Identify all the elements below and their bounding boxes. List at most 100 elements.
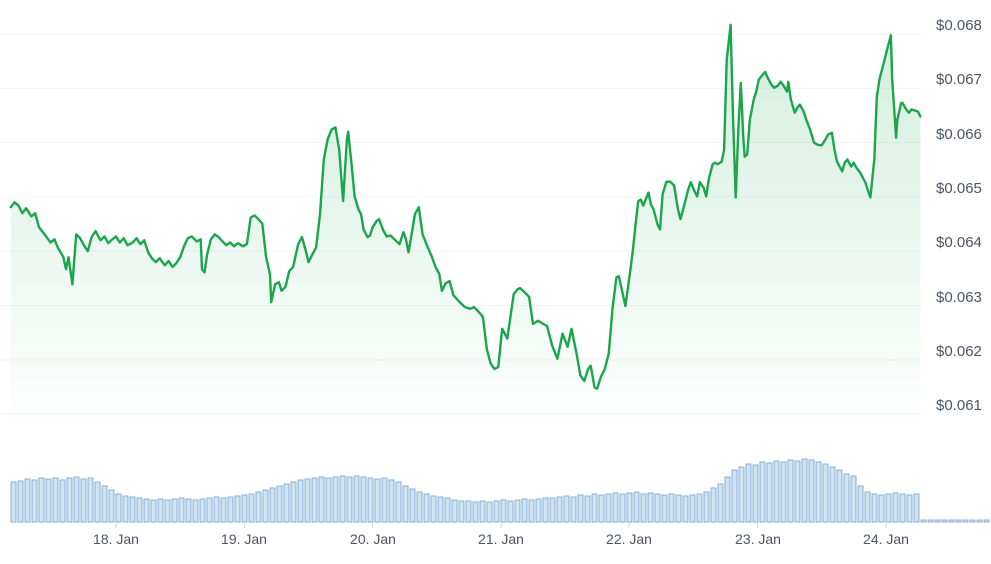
volume-bar	[353, 475, 360, 523]
volume-bar	[276, 485, 283, 523]
volume-bar	[339, 475, 346, 523]
volume-bar	[906, 494, 913, 523]
volume-bar	[213, 496, 220, 523]
volume-bar	[430, 495, 437, 523]
volume-bar	[486, 501, 493, 523]
volume-bar	[290, 481, 297, 523]
volume-bar	[934, 519, 941, 523]
volume-bar	[752, 464, 759, 523]
price-line	[9, 23, 922, 390]
volume-bar	[654, 493, 661, 523]
y-axis-label: $0.061	[936, 397, 982, 414]
volume-bar	[66, 477, 73, 523]
volume-bar	[423, 493, 430, 523]
volume-bar	[878, 494, 885, 523]
volume-bar	[668, 493, 675, 523]
volume-bar	[458, 500, 465, 523]
volume-bar	[297, 479, 304, 523]
volume-bar	[38, 477, 45, 523]
volume-bar	[927, 519, 934, 523]
volume-bar	[367, 477, 374, 523]
volume-bar	[17, 480, 24, 523]
volume-bar	[941, 519, 948, 523]
volume-bar	[724, 476, 731, 523]
volume-bar	[199, 498, 206, 523]
volume-bar	[129, 496, 136, 523]
volume-bar	[696, 493, 703, 523]
volume-bar	[395, 481, 402, 523]
price-area-fill	[10, 24, 921, 435]
volume-bar	[80, 478, 87, 523]
volume-bar	[948, 519, 955, 523]
volume-bar	[542, 497, 549, 523]
volume-bar	[801, 458, 808, 523]
volume-bar	[493, 500, 500, 523]
volume-bar	[227, 496, 234, 523]
volume-bar	[451, 499, 458, 523]
volume-bar	[479, 500, 486, 523]
y-axis-label: $0.066	[936, 126, 982, 143]
volume-bar	[955, 519, 962, 523]
volume-bar	[150, 499, 157, 523]
volume-bar	[843, 473, 850, 523]
volume-bar	[59, 479, 66, 523]
volume-bar	[514, 499, 521, 523]
volume-bar	[283, 483, 290, 523]
volume-bar	[108, 489, 115, 523]
x-axis-label: 23. Jan	[735, 531, 781, 547]
volume-bar	[87, 477, 94, 523]
y-axis-label: $0.067	[936, 71, 982, 88]
volume-bar	[234, 495, 241, 523]
volume-bar	[577, 494, 584, 523]
volume-bar	[570, 496, 577, 523]
volume-bar	[682, 495, 689, 523]
volume-bar	[605, 493, 612, 523]
volume-bar	[885, 493, 892, 523]
volume-bar	[780, 461, 787, 523]
volume-bar	[717, 483, 724, 523]
volume-bar	[619, 493, 626, 523]
y-axis-label: $0.064	[936, 234, 982, 251]
volume-bar	[374, 478, 381, 523]
volume-bar	[402, 485, 409, 523]
volume-bar	[262, 489, 269, 523]
volume-bar	[920, 519, 927, 523]
volume-bar	[192, 499, 199, 523]
volume-bar	[24, 478, 31, 523]
volume-bar	[871, 493, 878, 523]
volume-bar	[437, 496, 444, 523]
x-axis-label: 20. Jan	[350, 531, 396, 547]
volume-bar	[857, 485, 864, 523]
volume-bar	[143, 498, 150, 523]
volume-bar	[556, 496, 563, 523]
volume-bar	[304, 478, 311, 523]
x-axis-label: 19. Jan	[221, 531, 267, 547]
volume-bar	[976, 519, 983, 523]
volume-bar	[31, 479, 38, 523]
x-axis-label: 24. Jan	[863, 531, 909, 547]
volume-bar	[507, 500, 514, 523]
volume-bar	[409, 488, 416, 523]
volume-bar	[787, 459, 794, 523]
volume-bars	[10, 458, 990, 523]
volume-bar	[759, 461, 766, 523]
x-axis-label: 22. Jan	[606, 531, 652, 547]
volume-bar	[465, 500, 472, 523]
volume-bar	[185, 498, 192, 523]
volume-bar	[703, 491, 710, 523]
volume-bar	[101, 485, 108, 523]
volume-bar	[738, 466, 745, 523]
y-axis-label: $0.065	[936, 180, 982, 197]
volume-bar	[808, 459, 815, 523]
volume-bar	[675, 494, 682, 523]
volume-bar	[171, 498, 178, 523]
x-axis-ticks	[115, 523, 887, 528]
volume-bar	[241, 494, 248, 523]
volume-bar	[472, 501, 479, 523]
y-axis-label: $0.062	[936, 343, 982, 360]
volume-bar	[563, 495, 570, 523]
volume-bar	[122, 495, 129, 523]
volume-bar	[794, 460, 801, 523]
volume-bar	[731, 469, 738, 523]
